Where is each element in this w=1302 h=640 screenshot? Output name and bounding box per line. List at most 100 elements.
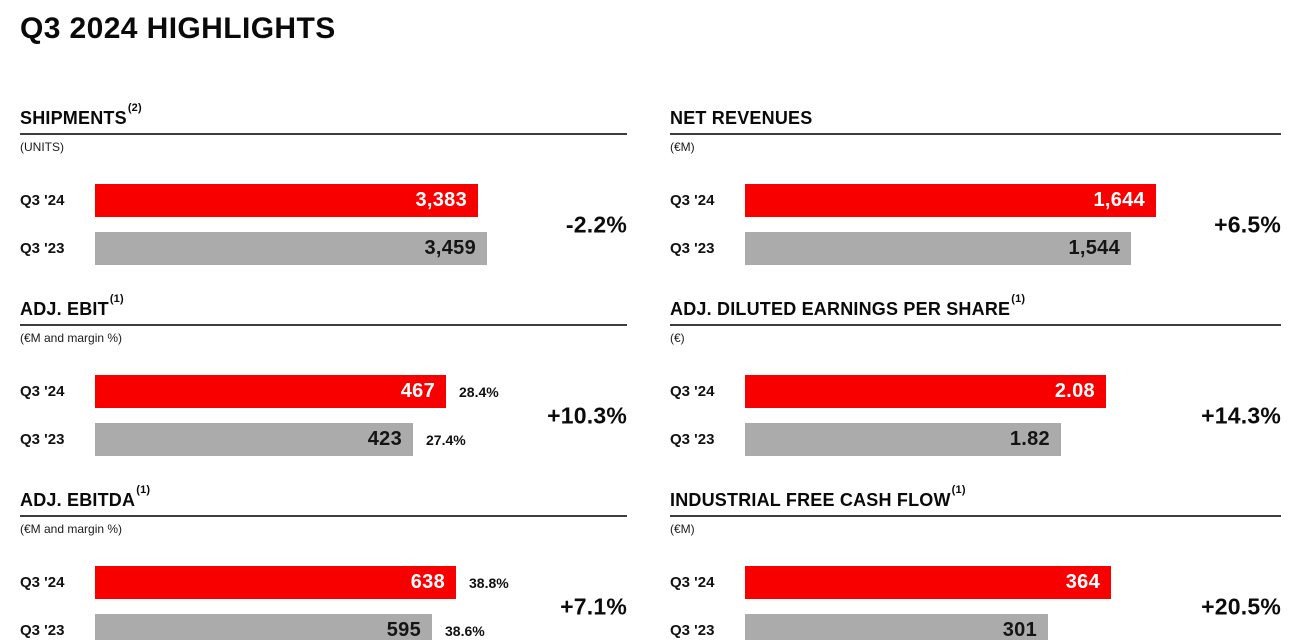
panel-title-text: SHIPMENTS <box>20 108 127 128</box>
category-label: Q3 '24 <box>670 192 715 209</box>
bar-value: 2.08 <box>1054 380 1095 402</box>
bar-track: 595 38.6% <box>95 614 627 640</box>
delta-label: +14.3% <box>1201 402 1281 428</box>
bar-value: 3,383 <box>415 189 467 211</box>
bar-row: Q3 '23 3,459 <box>20 232 627 265</box>
panel-industrial-fcf: INDUSTRIAL FREE CASH FLOW(1) (€M) Q3 '24… <box>670 484 1281 640</box>
bar-row: Q3 '24 3,383 <box>20 184 627 217</box>
unit-label: (€M) <box>670 522 695 536</box>
panel-title-text: ADJ. EBIT <box>20 299 109 319</box>
highlights-grid: SHIPMENTS(2) (UNITS) Q3 '24 3,383 Q3 '23… <box>20 102 1281 640</box>
bar-prior-year: 595 <box>95 614 432 640</box>
panel-title-text: ADJ. EBITDA <box>20 490 136 510</box>
bar-chart: Q3 '24 638 38.8% Q3 '23 595 38.6% +7.1% <box>20 566 627 640</box>
bar-prior-year: 3,459 <box>95 232 487 265</box>
unit-label: (€M) <box>670 140 695 154</box>
title-divider <box>670 515 1281 517</box>
bar-current-year: 638 <box>95 566 456 599</box>
delta-label: +7.1% <box>560 593 627 619</box>
bar-chart: Q3 '24 1,644 Q3 '23 1,544 +6.5% <box>670 184 1281 265</box>
bar-track: 423 27.4% <box>95 423 627 456</box>
page-title: Q3 2024 HIGHLIGHTS <box>20 12 336 45</box>
margin-label: 38.6% <box>445 622 485 639</box>
panel-title: ADJ. EBIT(1) <box>20 293 627 319</box>
title-divider <box>20 133 627 135</box>
category-label: Q3 '24 <box>20 192 65 209</box>
panel-title: NET REVENUES <box>670 104 1281 128</box>
bar-row: Q3 '23 301 <box>670 614 1281 640</box>
bar-track: 301 <box>745 614 1281 640</box>
category-label: Q3 '23 <box>670 431 715 448</box>
bar-track: 1.82 <box>745 423 1281 456</box>
delta-label: +10.3% <box>547 402 627 428</box>
bar-prior-year: 423 <box>95 423 413 456</box>
category-label: Q3 '23 <box>670 240 715 257</box>
bar-current-year: 467 <box>95 375 446 408</box>
bar-track: 364 <box>745 566 1281 599</box>
bar-value: 1.82 <box>1009 428 1050 450</box>
bar-chart: Q3 '24 2.08 Q3 '23 1.82 +14.3% <box>670 375 1281 456</box>
title-divider <box>20 515 627 517</box>
unit-label: (UNITS) <box>20 140 64 154</box>
panel-title: ADJ. EBITDA(1) <box>20 484 627 510</box>
bar-value: 595 <box>386 619 421 640</box>
bar-row: Q3 '24 638 38.8% <box>20 566 627 599</box>
bar-track: 3,383 <box>95 184 627 217</box>
delta-label: +6.5% <box>1214 211 1281 237</box>
bar-row: Q3 '24 364 <box>670 566 1281 599</box>
bar-track: 3,459 <box>95 232 627 265</box>
bar-current-year: 3,383 <box>95 184 478 217</box>
bar-current-year: 1,644 <box>745 184 1156 217</box>
panel-title-text: NET REVENUES <box>670 108 813 128</box>
category-label: Q3 '23 <box>20 622 65 639</box>
panel-shipments: SHIPMENTS(2) (UNITS) Q3 '24 3,383 Q3 '23… <box>20 102 627 265</box>
delta-label: +20.5% <box>1201 593 1281 619</box>
bar-track: 1,544 <box>745 232 1281 265</box>
footnote-ref: (2) <box>127 102 142 114</box>
category-label: Q3 '24 <box>20 574 65 591</box>
bar-track: 467 28.4% <box>95 375 627 408</box>
footnote-ref: (1) <box>951 484 966 496</box>
bar-value: 467 <box>400 380 435 402</box>
delta-label: -2.2% <box>565 211 627 237</box>
bar-row: Q3 '24 1,644 <box>670 184 1281 217</box>
bar-current-year: 364 <box>745 566 1111 599</box>
bar-prior-year: 301 <box>745 614 1048 640</box>
footnote-ref: (1) <box>1011 293 1026 305</box>
bar-track: 2.08 <box>745 375 1281 408</box>
category-label: Q3 '24 <box>670 574 715 591</box>
panel-net-revenues: NET REVENUES (€M) Q3 '24 1,644 Q3 '23 1,… <box>670 104 1281 265</box>
bar-current-year: 2.08 <box>745 375 1106 408</box>
panel-adj-ebit: ADJ. EBIT(1) (€M and margin %) Q3 '24 46… <box>20 293 627 456</box>
title-divider <box>670 324 1281 326</box>
bar-value: 638 <box>410 571 445 593</box>
bar-row: Q3 '23 423 27.4% <box>20 423 627 456</box>
footnote-ref: (1) <box>136 484 151 496</box>
bar-track: 1,644 <box>745 184 1281 217</box>
title-divider <box>20 324 627 326</box>
bar-value: 1,644 <box>1093 189 1145 211</box>
unit-label: (€M and margin %) <box>20 331 123 345</box>
margin-label: 27.4% <box>426 431 466 448</box>
category-label: Q3 '23 <box>20 240 65 257</box>
panel-title: ADJ. DILUTED EARNINGS PER SHARE(1) <box>670 293 1281 319</box>
bar-row: Q3 '24 2.08 <box>670 375 1281 408</box>
bar-prior-year: 1.82 <box>745 423 1061 456</box>
panel-adj-ebitda: ADJ. EBITDA(1) (€M and margin %) Q3 '24 … <box>20 484 627 640</box>
bar-chart: Q3 '24 467 28.4% Q3 '23 423 27.4% +10.3% <box>20 375 627 456</box>
panel-title-text: INDUSTRIAL FREE CASH FLOW <box>670 490 951 510</box>
panel-adj-diluted-eps: ADJ. DILUTED EARNINGS PER SHARE(1) (€) Q… <box>670 293 1281 456</box>
margin-label: 38.8% <box>469 574 509 591</box>
bar-row: Q3 '23 595 38.6% <box>20 614 627 640</box>
unit-label: (€M and margin %) <box>20 522 123 536</box>
bar-value: 364 <box>1065 571 1100 593</box>
bar-value: 301 <box>1002 619 1037 640</box>
category-label: Q3 '23 <box>20 431 65 448</box>
title-divider <box>670 133 1281 135</box>
bar-value: 1,544 <box>1068 237 1120 259</box>
category-label: Q3 '24 <box>670 383 715 400</box>
bar-value: 423 <box>367 428 402 450</box>
margin-label: 28.4% <box>459 383 499 400</box>
bar-prior-year: 1,544 <box>745 232 1131 265</box>
